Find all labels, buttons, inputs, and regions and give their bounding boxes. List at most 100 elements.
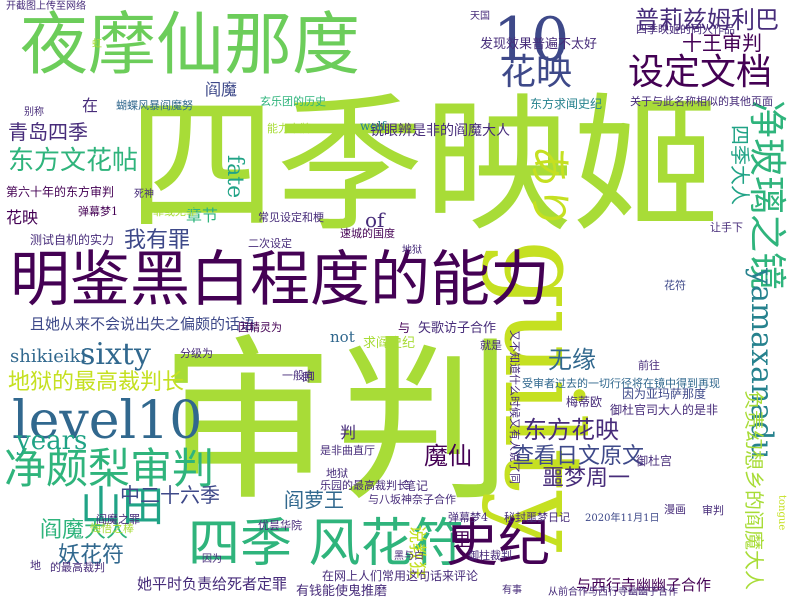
cloud-word: 东方求闻史纪 (530, 97, 603, 111)
cloud-word: 妖花符 (58, 543, 125, 568)
cloud-word: 净颇梨审判 (4, 444, 215, 493)
cloud-word: 能力卡牌 (267, 122, 311, 135)
cloud-word: 章节 (186, 206, 219, 225)
cloud-word: 负责幻想乡的阎魔大人 (742, 390, 766, 590)
cloud-word: 设定文档 (628, 52, 773, 93)
cloud-word: 笔记 (404, 479, 429, 493)
cloud-word: 让手下 (710, 221, 743, 234)
cloud-word: 地狱的最高裁判长 (8, 370, 185, 395)
cloud-word: 从前合作与西行寺幽幽子合作 (548, 587, 678, 598)
cloud-word: 天国 (470, 11, 490, 22)
cloud-word: 受审者过去的一切行径将在镜中得到再现 (522, 377, 720, 390)
cloud-word: 审判 (702, 504, 724, 517)
cloud-word: 判 (340, 423, 357, 442)
cloud-word: 即 (302, 371, 313, 384)
cloud-word: 明鉴黑白程度的能力 (10, 245, 550, 315)
cloud-word: 东方文花帖 (8, 146, 139, 176)
cloud-word: 测试自机的实力 (30, 233, 115, 247)
cloud-word: 与西行寺幽幽子合作 (576, 576, 712, 594)
cloud-word: 十王审判 (682, 31, 762, 55)
cloud-word: shikieiki (10, 346, 87, 367)
cloud-word: 她平时负责给死者定罪 (137, 575, 288, 593)
cloud-word: 净玻璃之镜 (745, 100, 789, 291)
cloud-word: 四季映姬 (128, 80, 720, 252)
cloud-word: 别称 (24, 107, 44, 118)
cloud-word: 地 (30, 559, 41, 572)
cloud-word: 噩梦周一 (542, 466, 631, 491)
cloud-word: 速城的国度 (340, 227, 395, 240)
cloud-word: 花映 (6, 208, 39, 227)
cloud-word: 且她从来不会说出失之偏颇的话语 (30, 315, 256, 333)
cloud-word: 10 (493, 5, 570, 75)
cloud-word: 有事 (502, 585, 522, 596)
cloud-word: 漫画 (664, 503, 686, 516)
cloud-word: 花符 (664, 279, 686, 292)
cloud-word: 黑与白 (394, 551, 424, 562)
cloud-word: 二次设定 (248, 237, 292, 250)
cloud-word: 悔悟之棒 (90, 522, 134, 535)
cloud-word: 弹幕梦4 (448, 511, 488, 524)
cloud-word: 梅蒂欧 (566, 395, 603, 409)
cloud-word: 东方花映 (523, 416, 619, 444)
cloud-word: 是非曲直厅 (320, 444, 375, 457)
cloud-word: 在 (82, 96, 99, 115)
cloud-word: 矢歌访子合作 (418, 321, 497, 336)
cloud-word: 乐园的最高裁判长 (320, 479, 408, 492)
cloud-word: 常见设定和梗 (258, 211, 324, 224)
cloud-word: years (16, 426, 88, 456)
cloud-word: 弹幕梦1 (78, 205, 118, 218)
cloud-word: 我有罪 (124, 228, 191, 253)
cloud-word: 阎萝王 (284, 488, 344, 512)
cloud-word: 因为 (202, 554, 222, 565)
cloud-word: 的最高裁判 (50, 561, 105, 574)
cloud-word: 第六十年的东方审判 (6, 185, 115, 199)
cloud-word: 开截图上传至网络 (6, 1, 86, 12)
cloud-word: 阎魔 (205, 80, 238, 99)
cloud-word: 锐眼辨是非的阎魔大人 (370, 123, 510, 139)
cloud-word: 有罪或无罪 (142, 205, 197, 218)
cloud-word: wolf (360, 119, 386, 133)
cloud-word: 求阎史纪 (363, 336, 416, 351)
cloud-word: 地狱 (326, 467, 348, 480)
cloud-word: 蝴蝶风暴阎魔努 (116, 99, 193, 112)
cloud-word: 分级为 (180, 347, 213, 360)
cloud-word: 一般向 (282, 369, 315, 382)
cloud-word: 又不知道什么时候又有人说了同 (508, 330, 521, 484)
cloud-word: 御柱裁判 (468, 549, 512, 562)
cloud-word: 无缘 (548, 346, 596, 374)
cloud-word: 里 (453, 530, 471, 551)
cloud-word: 因精灵为 (238, 321, 282, 334)
cloud-word: 魔仙 (424, 442, 472, 470)
cloud-word: 夜摩仙那度 (20, 6, 361, 85)
cloud-word: not (330, 328, 355, 346)
cloud-word: 前往 (638, 359, 660, 372)
cloud-word: of (365, 208, 385, 232)
cloud-word: sixty (80, 337, 151, 372)
cloud-word: tongue (776, 495, 787, 531)
cloud-word: 2020年11月1日 (585, 513, 660, 524)
cloud-word: level10 (12, 391, 203, 451)
cloud-word: 史纪 (446, 514, 551, 574)
cloud-word: 关于与此名称相似的其他页面 (630, 95, 773, 108)
cloud-word: 审判 (160, 320, 513, 525)
cloud-word: 山田 (80, 482, 165, 531)
cloud-word: 与 (398, 321, 411, 335)
cloud-word: 阎魔大人 (40, 518, 129, 543)
cloud-word: 在网上人们常用这句话来评论 (322, 569, 479, 583)
cloud-word: 中二十六季 (120, 483, 220, 507)
cloud-word: 御杜宫 (636, 454, 673, 468)
cloud-word: 秘封噩梦日记 (504, 511, 570, 524)
cloud-word: 御杜官司大人的是非 (610, 403, 719, 417)
cloud-word: 四季 风花符 (188, 514, 465, 574)
cloud-word: 与八坂神奈子合作 (368, 493, 456, 506)
cloud-word: 发现效果普遍不太好 (480, 37, 598, 52)
cloud-word: 死神 (134, 189, 154, 200)
cloud-word: 地狱 (402, 245, 422, 256)
cloud-word: fate (222, 155, 247, 199)
cloud-word: あり (525, 145, 574, 230)
cloud-word: 就是 (480, 339, 502, 352)
cloud-word: 四季映姬的同人作品 (636, 23, 735, 36)
cloud-word: 因为亚玛萨那度 (622, 387, 707, 401)
cloud-word: 有钱能使鬼推磨 (296, 584, 388, 599)
